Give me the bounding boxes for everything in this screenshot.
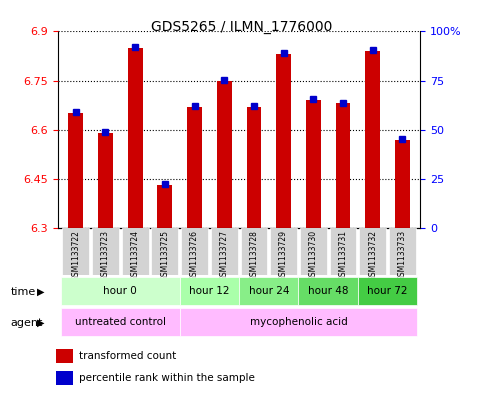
Bar (69, 113, 83, 228)
FancyBboxPatch shape (330, 228, 356, 275)
FancyBboxPatch shape (241, 228, 267, 275)
Text: GSM1133727: GSM1133727 (220, 230, 229, 281)
Text: GSM1133723: GSM1133723 (101, 230, 110, 281)
FancyBboxPatch shape (239, 277, 298, 305)
FancyBboxPatch shape (389, 228, 416, 275)
Bar (336, 103, 351, 228)
Text: transformed count: transformed count (79, 351, 176, 361)
Text: GSM1133722: GSM1133722 (71, 230, 80, 281)
Text: GSM1133732: GSM1133732 (368, 230, 377, 281)
Text: time: time (11, 286, 36, 297)
Text: ▶: ▶ (37, 286, 44, 297)
FancyBboxPatch shape (122, 228, 149, 275)
Text: mycophenolic acid: mycophenolic acid (250, 317, 347, 327)
Bar (187, 107, 202, 228)
Bar (276, 54, 291, 228)
Text: ▶: ▶ (37, 318, 44, 328)
Text: untreated control: untreated control (75, 317, 166, 327)
FancyBboxPatch shape (92, 228, 119, 275)
Bar (56, 371, 73, 385)
Text: agent: agent (11, 318, 43, 328)
Text: GSM1133729: GSM1133729 (279, 230, 288, 281)
FancyBboxPatch shape (62, 228, 89, 275)
Text: GSM1133733: GSM1133733 (398, 230, 407, 281)
Text: GSM1133725: GSM1133725 (160, 230, 170, 281)
Text: hour 24: hour 24 (249, 286, 289, 296)
Text: GSM1133728: GSM1133728 (249, 230, 258, 281)
Text: GSM1133731: GSM1133731 (339, 230, 347, 281)
FancyBboxPatch shape (152, 228, 178, 275)
Bar (157, 185, 172, 228)
FancyBboxPatch shape (61, 308, 180, 336)
Bar (128, 48, 142, 228)
Bar (246, 107, 261, 228)
Text: hour 0: hour 0 (103, 286, 137, 296)
FancyBboxPatch shape (300, 228, 327, 275)
Text: percentile rank within the sample: percentile rank within the sample (79, 373, 255, 383)
Text: GDS5265 / ILMN_1776000: GDS5265 / ILMN_1776000 (151, 20, 332, 34)
Bar (365, 51, 380, 228)
FancyBboxPatch shape (61, 277, 180, 305)
FancyBboxPatch shape (358, 277, 417, 305)
Text: hour 12: hour 12 (189, 286, 229, 296)
Text: GSM1133726: GSM1133726 (190, 230, 199, 281)
FancyBboxPatch shape (298, 277, 358, 305)
FancyBboxPatch shape (181, 228, 208, 275)
Bar (56, 349, 73, 364)
Bar (98, 133, 113, 228)
Bar (306, 100, 321, 228)
FancyBboxPatch shape (359, 228, 386, 275)
FancyBboxPatch shape (270, 228, 297, 275)
FancyBboxPatch shape (180, 308, 417, 336)
Text: hour 48: hour 48 (308, 286, 348, 296)
Text: hour 72: hour 72 (367, 286, 408, 296)
Text: GSM1133724: GSM1133724 (131, 230, 140, 281)
Bar (217, 81, 232, 228)
Text: GSM1133730: GSM1133730 (309, 230, 318, 281)
FancyBboxPatch shape (211, 228, 238, 275)
Bar (395, 140, 410, 228)
FancyBboxPatch shape (180, 277, 239, 305)
